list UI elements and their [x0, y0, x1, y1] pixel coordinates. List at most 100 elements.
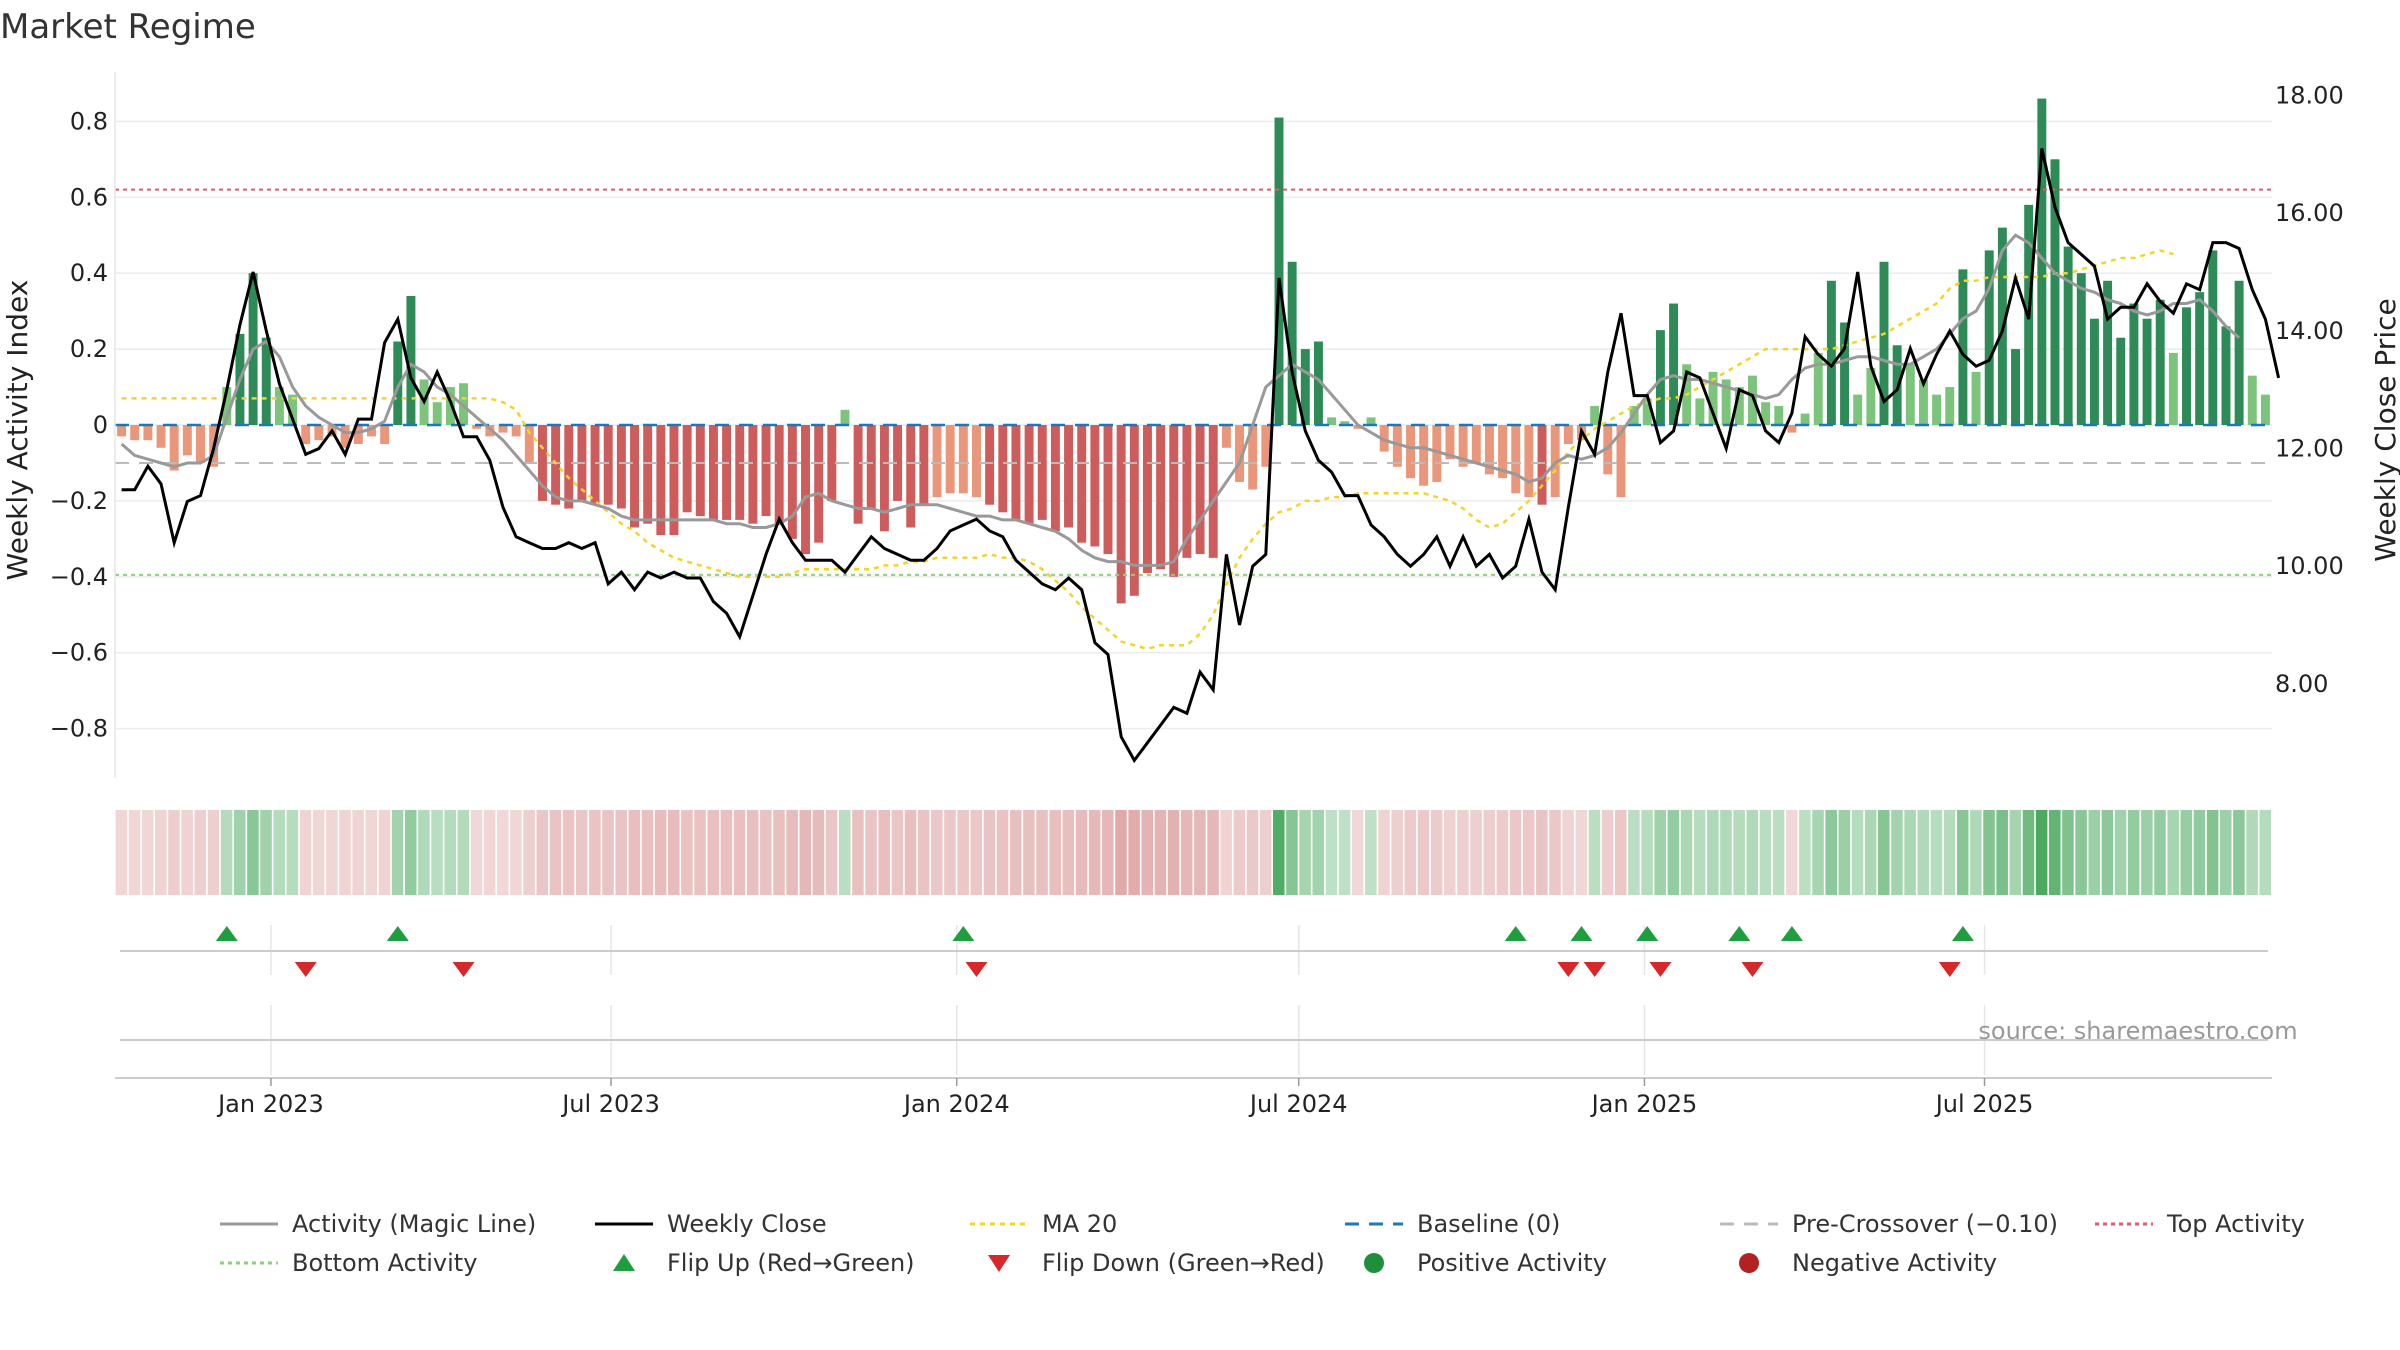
weekly-close-line	[121, 148, 2281, 764]
activity-bar	[1419, 425, 1429, 486]
legend-label: Bottom Activity	[292, 1249, 477, 1277]
heat-cell	[207, 810, 220, 895]
activity-bar	[603, 425, 613, 505]
left-tick-label: −0.4	[50, 563, 108, 591]
activity-bar	[1695, 398, 1705, 425]
heat-cell	[983, 810, 996, 895]
activity-bar	[1142, 425, 1152, 574]
heat-cell	[838, 810, 851, 895]
heat-cell	[1009, 810, 1022, 895]
activity-bar	[472, 425, 482, 429]
right-tick-label: 8.00	[2275, 670, 2328, 698]
activity-bar	[695, 425, 705, 517]
activity-bar	[1748, 375, 1757, 425]
activity-bar	[1616, 425, 1626, 498]
heat-cell	[536, 810, 549, 895]
activity-bar	[1274, 117, 1284, 425]
activity-bar	[1392, 425, 1402, 467]
activity-bar	[1721, 379, 1731, 425]
activity-bar	[301, 425, 311, 444]
heat-cell	[1036, 810, 1048, 895]
heat-cell	[1562, 810, 1574, 895]
activity-bar	[340, 425, 350, 448]
heat-cell	[865, 810, 877, 895]
heat-cell	[694, 810, 706, 895]
flip-up-marker	[215, 926, 238, 941]
activity-bar	[274, 387, 284, 425]
heat-cell	[2193, 810, 2206, 895]
activity-bar	[2050, 159, 2060, 425]
heat-cell	[1812, 810, 1824, 895]
heat-cell	[2114, 810, 2127, 895]
heat-cell	[418, 810, 430, 895]
activity-bar	[1590, 406, 1600, 425]
activity-bar	[1156, 425, 1166, 570]
heat-cell	[1338, 810, 1351, 895]
flip-down-marker	[452, 962, 475, 977]
heat-cell	[155, 810, 167, 895]
activity-bar	[1905, 364, 1915, 425]
activity-bar	[130, 425, 140, 441]
heat-cell	[1864, 810, 1877, 895]
heat-cell	[273, 810, 285, 895]
activity-bar	[1208, 425, 1218, 558]
heat-cell	[1443, 810, 1456, 895]
flip-up-marker	[1636, 926, 1659, 941]
activity-bar	[1655, 330, 1665, 425]
activity-bar	[945, 425, 955, 494]
heat-cell	[1075, 810, 1088, 895]
legend-label: Activity (Magic Line)	[292, 1210, 536, 1238]
heat-cell	[128, 810, 141, 895]
heat-cell	[733, 810, 746, 895]
activity-bar	[682, 425, 692, 513]
activity-bar	[182, 425, 192, 456]
activity-bar	[380, 425, 390, 444]
activity-bar	[1221, 425, 1231, 448]
flip-up-marker	[952, 926, 975, 941]
heat-cell	[2233, 810, 2245, 895]
x-tick-label: Jan 2025	[1590, 1090, 1698, 1118]
activity-bar	[1024, 425, 1034, 524]
heat-cell	[1180, 810, 1193, 895]
activity-bar	[2063, 246, 2073, 425]
heat-cell	[1746, 810, 1759, 895]
activity-bar	[1248, 425, 1258, 490]
activity-bar	[498, 425, 508, 433]
activity-bar	[1669, 303, 1679, 425]
heat-cell	[1088, 810, 1101, 895]
legend-swatch	[1739, 1253, 1759, 1273]
activity-bar	[1327, 417, 1337, 425]
heat-cell	[589, 810, 601, 895]
activity-bar	[117, 425, 127, 437]
heat-cell	[2259, 810, 2271, 895]
activity-bar	[2037, 98, 2047, 426]
heat-cell	[299, 810, 312, 895]
activity-bar	[708, 425, 718, 520]
heat-cell	[1141, 810, 1154, 895]
heat-cell	[1930, 810, 1943, 895]
activity-bar	[2221, 326, 2231, 425]
x-tick-label: Jan 2024	[902, 1090, 1010, 1118]
activity-bar	[1050, 425, 1060, 532]
left-axis-label: Weekly Activity Index	[1, 280, 34, 581]
flip-down-marker	[965, 962, 988, 977]
right-tick-label: 14.00	[2275, 317, 2344, 345]
heat-cell	[2062, 810, 2074, 895]
legend-label: Weekly Close	[667, 1210, 827, 1238]
activity-bar	[616, 425, 626, 509]
heat-cell	[1102, 810, 1114, 895]
heat-cell	[1720, 810, 1732, 895]
heat-cell	[1194, 810, 1206, 895]
heat-cell	[1062, 810, 1075, 895]
heat-cell	[1312, 810, 1325, 895]
activity-bar	[196, 425, 205, 463]
activity-bar	[590, 425, 600, 505]
activity-bar	[1287, 261, 1297, 425]
heat-cell	[286, 810, 299, 895]
heat-cell	[510, 810, 522, 895]
left-tick-label: 0.6	[70, 183, 108, 211]
chart-title: Market Regime	[0, 7, 256, 47]
heat-cell	[115, 810, 128, 895]
heat-cell	[2075, 810, 2087, 895]
heat-cell	[1220, 810, 1232, 895]
